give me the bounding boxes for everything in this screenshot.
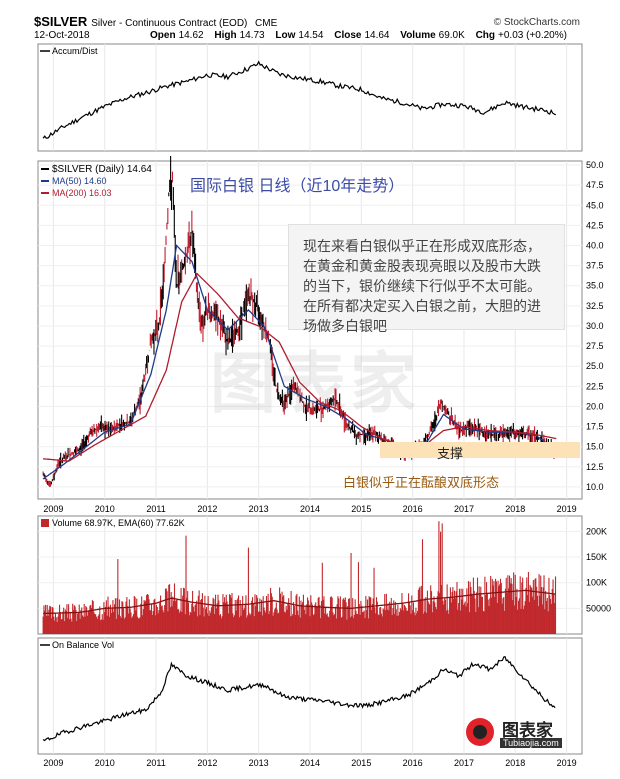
price-x-tick-9: 2018	[505, 504, 525, 514]
brand-url: Tubiaojia.com	[500, 738, 562, 748]
volume-ema-line	[43, 589, 556, 615]
price-y-tick-5: 22.5	[586, 381, 604, 391]
price-y-tick-1: 12.5	[586, 462, 604, 472]
chart-date: 12-Oct-2018	[34, 30, 90, 41]
price-y-tick-14: 45.0	[586, 200, 604, 210]
obv-x-tick-4: 2013	[249, 758, 269, 768]
price-y-tick-0: 10.0	[586, 482, 604, 492]
obv-x-tick-5: 2014	[300, 758, 320, 768]
price-y-tick-16: 50.0	[586, 160, 604, 170]
obv-x-tick-2: 2011	[146, 758, 165, 768]
price-y-tick-2: 15.0	[586, 442, 604, 452]
volume-y-tick-2: 150K	[586, 552, 607, 562]
ma50-line	[42, 244, 557, 480]
chart-header: $SILVER Silver - Continuous Contract (EOD…	[0, 0, 620, 46]
price-y-tick-7: 27.5	[586, 341, 604, 351]
price-legend-2: MA(200) 16.03	[52, 188, 112, 198]
ohlc-summary: Open 14.62 High 14.73 Low 14.54 Close 14.64 …	[150, 30, 567, 41]
obv-x-tick-1: 2010	[95, 758, 115, 768]
obv-x-tick-10: 2019	[557, 758, 577, 768]
price-x-tick-8: 2017	[454, 504, 474, 514]
obv-x-tick-0: 2009	[43, 758, 63, 768]
price-legend-0: $SILVER (Daily) 14.64	[52, 164, 152, 175]
obv-line	[42, 655, 556, 742]
brand-logo-inner-icon	[473, 725, 487, 739]
volume-legend-swatch	[41, 519, 49, 527]
volume-y-tick-1: 100K	[586, 578, 607, 588]
brand-name: 图表家	[502, 721, 553, 740]
price-x-tick-0: 2009	[43, 504, 63, 514]
price-y-tick-4: 20.0	[586, 401, 604, 411]
price-y-tick-12: 40.0	[586, 241, 604, 251]
obv-x-tick-9: 2018	[505, 758, 525, 768]
price-y-tick-8: 30.0	[586, 321, 604, 331]
price-x-tick-4: 2013	[249, 504, 269, 514]
ma200-line	[43, 272, 557, 462]
price-x-tick-1: 2010	[95, 504, 115, 514]
obv-x-tick-8: 2017	[454, 758, 474, 768]
accum-dist-line	[42, 60, 557, 139]
volume-y-tick-3: 200K	[586, 526, 607, 536]
price-y-tick-10: 35.0	[586, 281, 604, 291]
price-y-tick-9: 32.5	[586, 301, 604, 311]
price-x-tick-5: 2014	[300, 504, 320, 514]
price-x-tick-6: 2015	[351, 504, 371, 514]
price-y-tick-6: 25.0	[586, 361, 604, 371]
commentary-text: 现在来看白银似乎正在形成双底形态，在黄金和黄金股表现亮眼以及股市大跌的当下，银价…	[303, 238, 541, 334]
double-bottom-note: 白银似乎正在酝酿双底形态	[343, 475, 500, 490]
price-x-tick-3: 2012	[197, 504, 217, 514]
price-y-tick-13: 42.5	[586, 220, 604, 230]
support-band	[380, 442, 580, 458]
price-y-tick-3: 17.5	[586, 422, 604, 432]
obv-x-tick-3: 2012	[197, 758, 217, 768]
volume-y-tick-0: 50000	[586, 603, 611, 613]
price-y-tick-15: 47.5	[586, 180, 604, 190]
symbol-title: $SILVER Silver - Continuous Contract (EOD…	[34, 14, 278, 29]
price-x-tick-2: 2011	[146, 504, 165, 514]
commentary-box	[288, 224, 565, 330]
obv-x-tick-6: 2015	[351, 758, 371, 768]
brand-logo: 图表家 Tubiaojia.com	[466, 716, 586, 750]
chart-title-cn: 国际白银 日线（近10年走势）	[190, 178, 405, 195]
obv-title: On Balance Vol	[52, 640, 114, 650]
price-y-tick-11: 37.5	[586, 261, 604, 271]
price-legend-1: MA(50) 14.60	[52, 176, 107, 186]
obv-x-tick-7: 2016	[403, 758, 423, 768]
stockcharts-logo: © StockCharts.com	[493, 17, 580, 28]
support-label: 支撑	[437, 446, 464, 461]
price-x-tick-7: 2016	[403, 504, 423, 514]
accum-dist-title: Accum/Dist	[52, 46, 98, 56]
volume-title: Volume 68.97K, EMA(60) 77.62K	[52, 518, 185, 528]
price-x-tick-10: 2019	[557, 504, 577, 514]
watermark: 图表家	[210, 346, 420, 420]
